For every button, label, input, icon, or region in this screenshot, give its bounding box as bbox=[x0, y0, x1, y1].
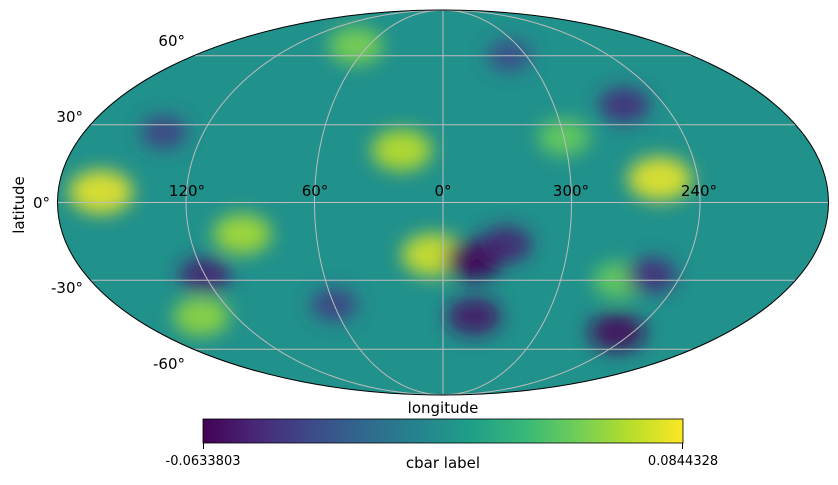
lat-tick-label: 30° bbox=[56, 108, 83, 126]
lon-tick-label: 0° bbox=[434, 182, 451, 200]
map-feature-blob bbox=[626, 257, 677, 293]
y-axis-label: latitude bbox=[10, 176, 28, 234]
longitude-gridline bbox=[442, 10, 701, 395]
latitude-tick-labels: 60° 30° 0° -30° -60° bbox=[33, 32, 185, 373]
colorbar-max-label: 0.0844328 bbox=[648, 454, 718, 469]
lon-tick-label: 60° bbox=[302, 182, 329, 200]
map-feature-blob bbox=[173, 296, 230, 336]
map-feature-blob bbox=[479, 226, 532, 263]
map-features bbox=[68, 26, 692, 352]
lat-tick-label: 0° bbox=[33, 194, 50, 212]
lon-tick-label: 240° bbox=[681, 182, 717, 200]
map-feature-blob bbox=[213, 213, 272, 255]
map-outline bbox=[57, 9, 829, 396]
map-feature-blob bbox=[328, 26, 383, 65]
longitude-gridline bbox=[185, 10, 444, 395]
colorbar: -0.0633803 0.0844328 cbar label bbox=[166, 418, 718, 472]
lat-tick-label: -60° bbox=[153, 355, 185, 373]
colorbar-label: cbar label bbox=[406, 454, 480, 472]
longitude-tick-labels: 120° 60° 0° 300° 240° bbox=[169, 182, 717, 200]
map-feature-blob bbox=[627, 156, 692, 201]
lon-tick-label: 300° bbox=[553, 182, 589, 200]
colorbar-min-label: -0.0633803 bbox=[166, 454, 241, 469]
map-feature-blob bbox=[588, 312, 645, 352]
map-feature-blob bbox=[371, 129, 432, 171]
sky-map bbox=[57, 10, 829, 395]
map-feature-blob bbox=[599, 87, 650, 123]
lat-tick-label: 60° bbox=[158, 32, 185, 50]
graticule bbox=[57, 10, 829, 395]
longitude-gridline bbox=[313, 10, 444, 395]
colorbar-gradient bbox=[202, 418, 684, 444]
map-feature-blob bbox=[447, 297, 502, 336]
x-axis-label: longitude bbox=[408, 399, 479, 417]
longitude-gridline bbox=[442, 10, 573, 395]
lon-tick-label: 120° bbox=[169, 182, 205, 200]
map-feature-blob bbox=[68, 169, 133, 214]
map-feature-blob bbox=[140, 115, 187, 149]
lat-tick-label: -30° bbox=[51, 279, 83, 297]
